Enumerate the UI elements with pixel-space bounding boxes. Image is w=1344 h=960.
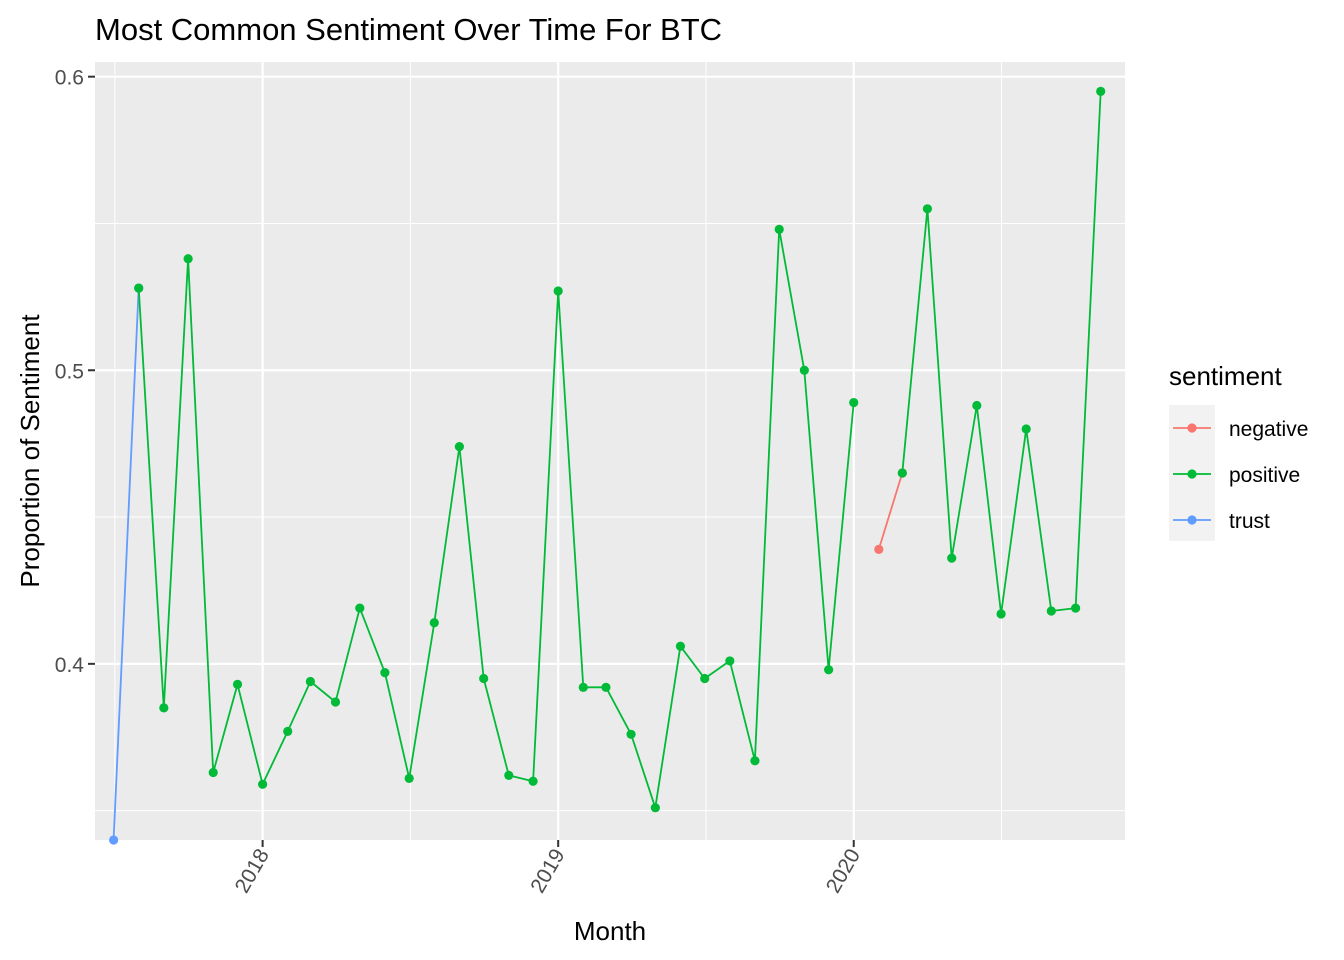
series-points xyxy=(109,86,1106,845)
data-point-positive xyxy=(404,773,414,783)
data-point-trust xyxy=(109,835,119,845)
data-point-positive xyxy=(134,283,144,293)
data-point-positive xyxy=(897,468,907,478)
data-point-positive xyxy=(578,682,588,692)
x-tick-label: 2018 xyxy=(231,845,274,897)
data-point-positive xyxy=(725,656,735,666)
x-axis-label: Month xyxy=(574,916,646,946)
data-point-positive xyxy=(799,365,809,375)
data-point-positive xyxy=(380,668,390,678)
data-point-positive xyxy=(849,397,859,408)
y-axis-label: Proportion of Sentiment xyxy=(15,314,45,588)
data-point-positive xyxy=(675,641,686,651)
data-point-positive xyxy=(208,767,218,778)
major-gridlines xyxy=(95,62,1125,840)
legend: sentiment negative positive trust xyxy=(1169,361,1308,541)
data-point-positive xyxy=(183,254,193,264)
x-tick-label: 2019 xyxy=(526,845,569,897)
data-point-positive xyxy=(504,770,514,781)
data-point-positive xyxy=(996,609,1006,619)
legend-label-positive: positive xyxy=(1229,464,1300,487)
data-point-positive xyxy=(1021,424,1031,434)
y-tick-label: 0.6 xyxy=(55,67,84,90)
data-point-positive xyxy=(650,803,660,813)
data-point-positive xyxy=(1046,606,1056,616)
legend-label-negative: negative xyxy=(1229,418,1308,441)
data-point-positive xyxy=(305,676,315,687)
data-point-positive xyxy=(429,618,439,628)
legend-key-point-negative xyxy=(1187,423,1197,433)
data-point-positive xyxy=(972,400,982,411)
data-point-positive xyxy=(232,679,243,690)
data-point-positive xyxy=(454,441,464,452)
legend-title: sentiment xyxy=(1169,361,1282,391)
data-point-positive xyxy=(479,673,489,684)
data-point-positive xyxy=(159,703,169,713)
data-point-positive xyxy=(774,224,784,234)
data-point-positive xyxy=(258,779,268,789)
data-point-negative xyxy=(874,544,884,554)
series-line-negative xyxy=(877,472,904,550)
data-point-positive xyxy=(626,729,636,739)
data-point-positive xyxy=(601,682,611,692)
y-tick-label: 0.5 xyxy=(55,360,84,383)
minor-gridlines xyxy=(95,62,1125,840)
x-tick-label: 2020 xyxy=(822,845,865,897)
y-axis: 0.4 0.5 0.6 xyxy=(55,67,95,677)
x-axis: 2018 2019 2020 xyxy=(231,840,865,897)
data-point-positive xyxy=(824,665,834,675)
data-point-positive xyxy=(355,603,365,613)
data-point-positive xyxy=(528,776,538,786)
data-point-positive xyxy=(700,673,710,684)
data-point-positive xyxy=(922,204,933,214)
chart-title: Most Common Sentiment Over Time For BTC xyxy=(95,12,722,47)
legend-key-point-trust xyxy=(1187,515,1197,525)
data-point-positive xyxy=(553,286,563,296)
series-line-trust xyxy=(112,288,140,841)
data-point-positive xyxy=(330,697,341,707)
y-tick-label: 0.4 xyxy=(55,654,85,677)
legend-key-point-positive xyxy=(1187,469,1197,479)
data-point-positive xyxy=(750,756,760,766)
data-point-positive xyxy=(283,726,293,736)
plot-panel xyxy=(95,62,1125,840)
data-point-positive xyxy=(1071,603,1081,613)
series-line-positive xyxy=(137,228,855,809)
legend-label-trust: trust xyxy=(1229,510,1270,533)
data-point-positive xyxy=(1096,86,1106,96)
data-point-positive xyxy=(947,553,957,563)
